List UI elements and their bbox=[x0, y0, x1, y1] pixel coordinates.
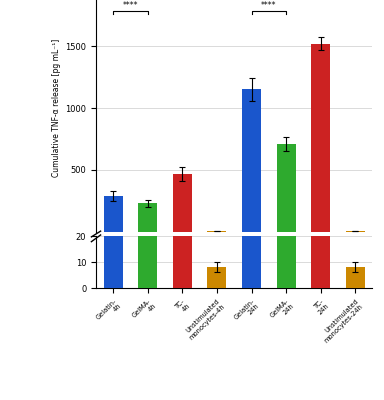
Bar bbox=[207, 267, 227, 288]
Bar bbox=[276, 144, 296, 232]
Text: ****: **** bbox=[123, 1, 138, 10]
Bar bbox=[173, 174, 192, 232]
Text: ****: **** bbox=[261, 1, 276, 10]
Bar bbox=[104, 196, 123, 232]
Bar bbox=[207, 231, 227, 232]
Bar bbox=[104, 236, 123, 288]
Bar bbox=[311, 44, 330, 232]
Bar bbox=[138, 236, 157, 288]
Bar bbox=[311, 236, 330, 288]
Bar bbox=[173, 236, 192, 288]
Bar bbox=[276, 236, 296, 288]
Y-axis label: Cumulative TNF-α release [pg mL⁻¹]: Cumulative TNF-α release [pg mL⁻¹] bbox=[52, 39, 61, 177]
Bar bbox=[242, 89, 261, 232]
Bar bbox=[138, 204, 157, 232]
Bar bbox=[346, 231, 365, 232]
Bar bbox=[346, 267, 365, 288]
Bar bbox=[242, 236, 261, 288]
